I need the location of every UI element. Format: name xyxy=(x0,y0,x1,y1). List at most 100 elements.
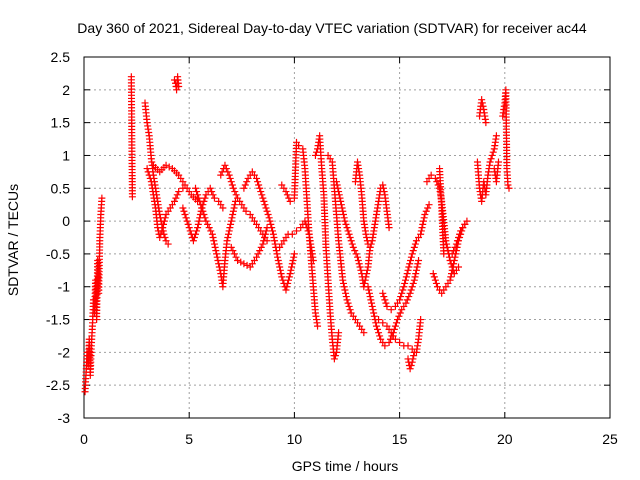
data-point xyxy=(374,325,382,333)
data-point xyxy=(199,207,207,215)
y-tick-label: -2.5 xyxy=(46,377,70,393)
data-point xyxy=(200,211,208,219)
x-tick-label: 15 xyxy=(392,431,408,447)
data-point xyxy=(332,178,340,186)
data-point xyxy=(356,263,364,271)
data-point xyxy=(450,256,458,264)
data-point xyxy=(424,204,432,212)
data-point xyxy=(432,279,440,287)
data-point xyxy=(370,312,378,320)
data-point xyxy=(290,250,298,258)
data-point xyxy=(287,266,295,274)
data-point xyxy=(201,214,209,222)
data-point xyxy=(405,263,413,271)
data-point xyxy=(408,250,416,258)
series-track xyxy=(473,132,500,205)
data-point xyxy=(455,234,463,241)
y-axis-label: SDTVAR / TECUs xyxy=(5,184,21,296)
data-point xyxy=(175,83,183,91)
data-point xyxy=(289,256,297,264)
y-tick-label: -1 xyxy=(58,279,71,295)
data-point xyxy=(197,201,205,209)
data-point xyxy=(409,279,417,287)
data-point xyxy=(364,283,372,291)
data-point xyxy=(214,256,222,264)
series-track xyxy=(404,348,418,373)
data-point xyxy=(400,283,408,291)
data-point xyxy=(240,260,248,268)
data-point xyxy=(355,260,363,268)
data-point xyxy=(224,234,232,241)
data-point xyxy=(433,178,441,186)
data-point xyxy=(488,151,496,159)
x-tick-label: 25 xyxy=(602,431,618,447)
data-point xyxy=(277,270,285,278)
data-point xyxy=(266,217,274,225)
data-point xyxy=(223,237,231,245)
data-point xyxy=(271,240,279,248)
x-tick-label: 0 xyxy=(80,431,88,447)
data-point xyxy=(427,171,435,179)
data-point xyxy=(232,191,240,199)
series-track xyxy=(278,138,322,330)
series-track xyxy=(217,161,271,245)
data-point xyxy=(229,207,237,215)
data-point xyxy=(231,201,239,209)
data-point xyxy=(366,243,374,251)
series-track xyxy=(192,184,239,291)
data-point xyxy=(385,339,393,347)
series-track xyxy=(332,178,374,291)
data-point xyxy=(412,270,420,278)
series-track xyxy=(240,168,298,294)
data-point xyxy=(360,329,368,337)
plot-frame xyxy=(83,56,611,419)
chart-title: Day 360 of 2021, Sidereal Day-to-day VTE… xyxy=(77,20,587,36)
data-point xyxy=(186,227,194,235)
data-point xyxy=(451,243,459,251)
data-point xyxy=(254,250,262,258)
series-track xyxy=(436,165,469,258)
data-point xyxy=(184,220,192,228)
data-point xyxy=(447,273,455,281)
data-point xyxy=(253,174,261,182)
data-point xyxy=(367,240,375,248)
data-point xyxy=(391,335,399,343)
data-point xyxy=(243,261,251,269)
data-point xyxy=(479,102,487,110)
data-point xyxy=(194,191,202,199)
series-track xyxy=(364,256,423,350)
data-point xyxy=(505,184,513,192)
data-point xyxy=(431,276,439,284)
data-point xyxy=(346,234,354,241)
data-point xyxy=(264,211,272,219)
data-point xyxy=(195,217,203,225)
series-track xyxy=(351,158,393,251)
data-point xyxy=(482,119,490,127)
data-point xyxy=(392,319,400,327)
data-point xyxy=(202,217,210,225)
data-point xyxy=(417,227,425,235)
data-point xyxy=(346,306,354,314)
data-point xyxy=(210,237,218,245)
data-point xyxy=(158,227,166,235)
data-point xyxy=(261,230,269,238)
data-point xyxy=(259,194,267,202)
data-point xyxy=(314,322,322,330)
data-point xyxy=(157,230,165,238)
data-point xyxy=(161,214,169,222)
data-point xyxy=(162,161,170,169)
data-point xyxy=(410,243,418,251)
data-point xyxy=(242,207,250,215)
data-point xyxy=(383,302,391,310)
data-point xyxy=(288,260,296,268)
data-point xyxy=(342,293,350,301)
data-point xyxy=(412,266,420,274)
data-point xyxy=(425,201,433,209)
data-point xyxy=(209,191,217,199)
data-point xyxy=(494,158,502,166)
data-point xyxy=(98,194,106,202)
data-point xyxy=(201,194,209,202)
data-point xyxy=(343,296,351,304)
data-point xyxy=(345,230,353,238)
data-point xyxy=(393,316,401,324)
